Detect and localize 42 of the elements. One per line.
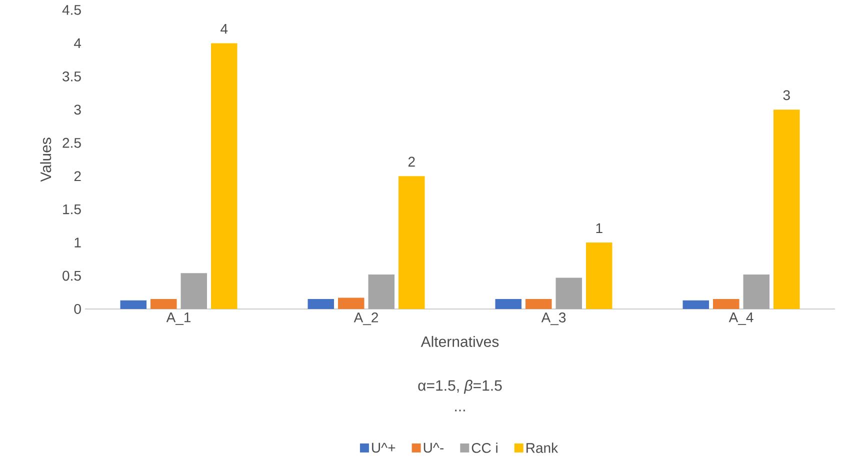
y-tick-label: 4 <box>74 38 82 48</box>
y-tick-label: 2.5 <box>62 138 81 148</box>
bar <box>150 299 177 309</box>
y-tick-label: 1.5 <box>63 204 81 214</box>
legend-label: U^- <box>424 442 444 453</box>
bar <box>398 176 425 309</box>
legend-label: Rank <box>526 442 558 453</box>
x-tick-label: A_1 <box>166 312 191 325</box>
y-tick-label: 3 <box>74 104 81 115</box>
x-tick-label: A_3 <box>541 312 566 326</box>
data-label: 4 <box>220 24 228 34</box>
x-tick-label: A_4 <box>728 312 754 325</box>
bar <box>586 242 612 309</box>
y-tick-label: 4.5 <box>62 5 81 15</box>
y-tick-label: 2 <box>74 171 81 181</box>
bar <box>338 298 364 309</box>
y-tick-label: 0.5 <box>62 270 81 281</box>
data-label: 1 <box>596 223 602 234</box>
legend-label: CC i <box>472 442 498 453</box>
bar <box>308 299 334 309</box>
y-tick-label: 0 <box>74 304 81 314</box>
x-axis-title: Alternatives <box>420 336 499 347</box>
bar <box>713 299 740 309</box>
data-label: 3 <box>783 90 790 100</box>
text: ... <box>455 410 465 412</box>
y-tick-label: 1 <box>74 238 81 248</box>
bar <box>682 300 710 309</box>
bar <box>774 110 800 309</box>
bar <box>526 299 552 309</box>
bar <box>495 299 522 309</box>
y-axis-title: Values <box>40 138 52 182</box>
text: α=1.5, β=1.5 <box>418 380 502 394</box>
bar <box>368 274 395 309</box>
data-label: 2 <box>408 156 415 167</box>
bar <box>180 273 208 309</box>
x-tick-label: A_2 <box>354 312 378 326</box>
bar <box>211 43 238 309</box>
bar <box>743 274 770 309</box>
bar <box>556 278 582 309</box>
y-tick-label: 3.5 <box>62 71 81 82</box>
legend-label: U^+ <box>372 442 396 453</box>
bar <box>120 300 147 309</box>
